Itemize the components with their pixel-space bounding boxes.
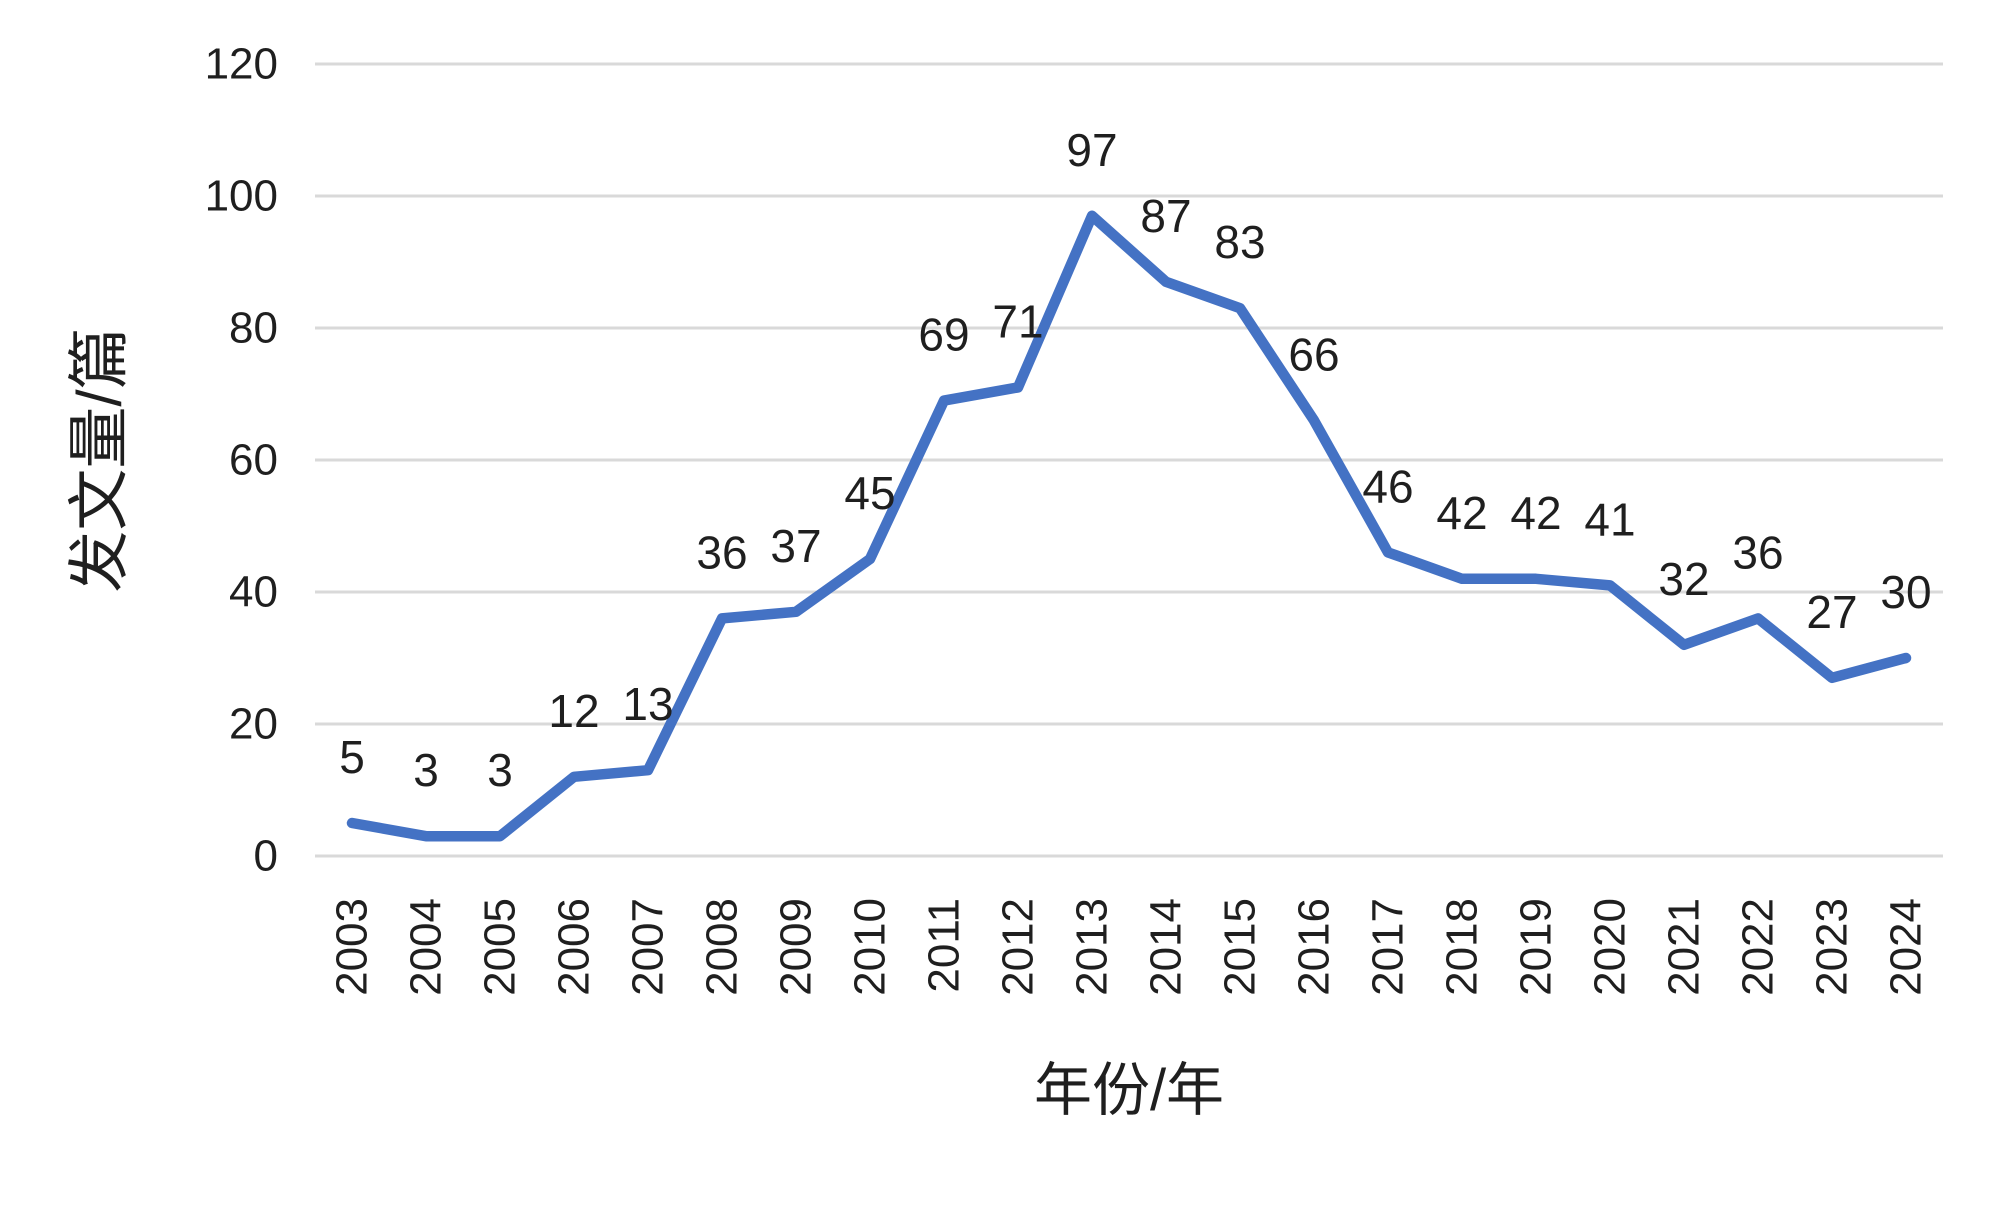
y-tick-label: 100 (205, 172, 278, 221)
y-axis-tick-labels: 0 20 40 60 80 100 120 (205, 40, 278, 881)
y-tick-label: 60 (229, 436, 278, 485)
y-tick-label: 80 (229, 304, 278, 353)
x-tick-label: 2009 (772, 898, 821, 996)
data-label: 46 (1362, 460, 1413, 512)
x-tick-label: 2007 (624, 898, 673, 996)
y-tick-label: 40 (229, 568, 278, 617)
data-label: 97 (1066, 124, 1117, 176)
x-tick-label: 2013 (1068, 898, 1117, 996)
x-tick-label: 2023 (1808, 898, 1857, 996)
data-label: 3 (413, 744, 439, 796)
x-axis-title: 年份/年 (1034, 1058, 1224, 1123)
y-tick-label: 0 (254, 832, 278, 881)
data-label: 41 (1584, 493, 1635, 545)
data-label: 13 (622, 678, 673, 730)
x-tick-label: 2012 (994, 898, 1043, 996)
data-label: 27 (1806, 586, 1857, 638)
y-tick-label: 120 (205, 40, 278, 89)
data-label: 42 (1436, 487, 1487, 539)
x-tick-label: 2003 (328, 898, 377, 996)
x-axis-tick-labels: 2003 2004 2005 2006 2007 2008 2009 2010 2011 2012… (328, 898, 1931, 996)
x-tick-label: 2011 (920, 898, 969, 993)
data-label: 45 (844, 467, 895, 519)
y-tick-label: 20 (229, 700, 278, 749)
data-label: 5 (339, 731, 365, 783)
x-tick-label: 2017 (1364, 898, 1413, 996)
y-axis-title: 发文量/篇 (66, 327, 135, 592)
data-label: 66 (1288, 328, 1339, 380)
x-tick-label: 2018 (1438, 898, 1487, 996)
data-label: 42 (1510, 487, 1561, 539)
x-tick-label: 2022 (1734, 898, 1783, 996)
x-tick-label: 2016 (1290, 898, 1339, 996)
x-tick-label: 2019 (1512, 898, 1561, 996)
gridlines (315, 62, 1943, 858)
x-tick-label: 2006 (550, 898, 599, 996)
series-line-group (346, 210, 1912, 842)
x-tick-label: 2015 (1216, 898, 1265, 996)
data-label: 37 (770, 520, 821, 572)
x-tick-label: 2005 (476, 898, 525, 996)
data-label: 30 (1880, 566, 1931, 618)
x-tick-label: 2021 (1660, 898, 1709, 996)
data-label: 83 (1214, 216, 1265, 268)
data-label: 32 (1658, 553, 1709, 605)
data-label: 69 (918, 309, 969, 361)
x-tick-label: 2008 (698, 898, 747, 996)
x-tick-label: 2024 (1882, 898, 1931, 996)
data-label: 3 (487, 744, 513, 796)
data-label: 71 (992, 295, 1043, 347)
series-polyline (346, 210, 1912, 842)
data-label: 36 (696, 526, 747, 578)
x-tick-label: 2014 (1142, 898, 1191, 996)
x-tick-label: 2004 (402, 898, 451, 996)
data-label: 36 (1732, 526, 1783, 578)
x-tick-label: 2010 (846, 898, 895, 996)
x-tick-label: 2020 (1586, 898, 1635, 996)
data-label: 87 (1140, 190, 1191, 242)
data-label: 12 (548, 685, 599, 737)
